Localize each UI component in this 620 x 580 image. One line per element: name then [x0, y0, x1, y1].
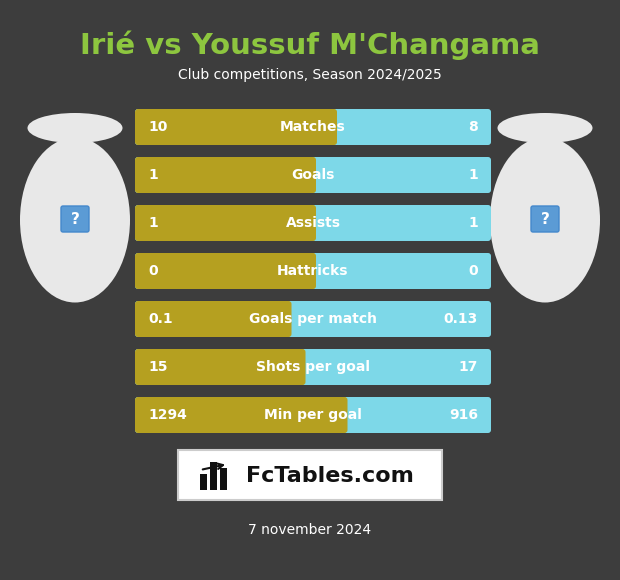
- Text: Assists: Assists: [285, 216, 340, 230]
- Text: 1: 1: [148, 168, 157, 182]
- FancyBboxPatch shape: [135, 301, 291, 337]
- Text: FcTables.com: FcTables.com: [246, 466, 414, 486]
- Text: Irié vs Youssuf M'Changama: Irié vs Youssuf M'Changama: [80, 30, 540, 60]
- Text: 8: 8: [468, 120, 478, 134]
- Text: 7 november 2024: 7 november 2024: [249, 523, 371, 537]
- Bar: [200, 474, 207, 490]
- Ellipse shape: [20, 137, 130, 303]
- Text: 0: 0: [148, 264, 157, 278]
- Text: ?: ?: [71, 212, 79, 227]
- FancyBboxPatch shape: [531, 206, 559, 232]
- FancyBboxPatch shape: [135, 205, 491, 241]
- FancyBboxPatch shape: [135, 397, 491, 433]
- FancyBboxPatch shape: [135, 253, 491, 289]
- Text: 0.13: 0.13: [444, 312, 478, 326]
- FancyBboxPatch shape: [135, 157, 316, 193]
- Text: 1: 1: [468, 216, 478, 230]
- FancyBboxPatch shape: [135, 301, 491, 337]
- FancyBboxPatch shape: [135, 157, 491, 193]
- Text: 17: 17: [459, 360, 478, 374]
- FancyBboxPatch shape: [135, 109, 337, 145]
- Text: Goals: Goals: [291, 168, 335, 182]
- Text: 1: 1: [148, 216, 157, 230]
- Text: Matches: Matches: [280, 120, 346, 134]
- Text: 15: 15: [148, 360, 167, 374]
- Text: 0: 0: [468, 264, 478, 278]
- Ellipse shape: [490, 137, 600, 303]
- Text: Shots per goal: Shots per goal: [256, 360, 370, 374]
- Ellipse shape: [27, 113, 123, 143]
- FancyBboxPatch shape: [135, 349, 491, 385]
- Bar: [210, 462, 217, 490]
- Text: Club competitions, Season 2024/2025: Club competitions, Season 2024/2025: [178, 68, 442, 82]
- Text: ?: ?: [541, 212, 549, 227]
- Bar: [220, 468, 227, 490]
- Ellipse shape: [497, 113, 593, 143]
- Text: Hattricks: Hattricks: [277, 264, 348, 278]
- Text: Min per goal: Min per goal: [264, 408, 362, 422]
- FancyBboxPatch shape: [178, 450, 442, 500]
- FancyBboxPatch shape: [135, 109, 491, 145]
- FancyBboxPatch shape: [135, 205, 316, 241]
- Text: Goals per match: Goals per match: [249, 312, 377, 326]
- Text: 10: 10: [148, 120, 167, 134]
- Text: 916: 916: [449, 408, 478, 422]
- FancyBboxPatch shape: [135, 349, 306, 385]
- Text: 1294: 1294: [148, 408, 187, 422]
- FancyBboxPatch shape: [135, 397, 347, 433]
- Text: 0.1: 0.1: [148, 312, 172, 326]
- FancyBboxPatch shape: [61, 206, 89, 232]
- FancyBboxPatch shape: [135, 253, 316, 289]
- Text: 1: 1: [468, 168, 478, 182]
